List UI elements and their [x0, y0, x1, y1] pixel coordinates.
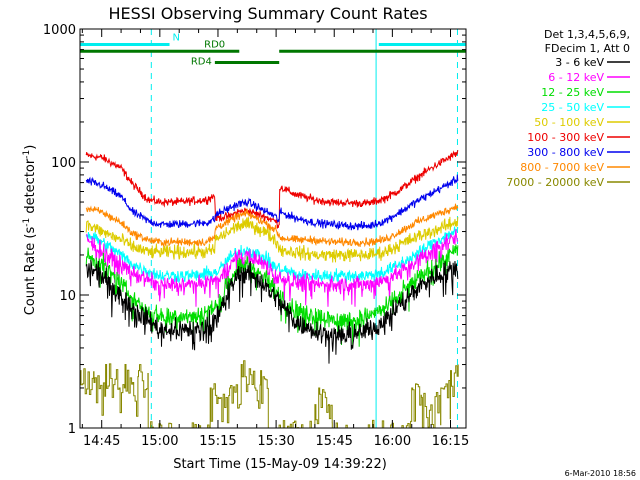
legend-entry-label: 50 - 100 keV: [534, 116, 604, 129]
x-tick-label: 15:15: [199, 434, 236, 449]
legend: Det 1,3,4,5,6,9, FDecim 1, Att 0 3 - 6 k…: [506, 28, 630, 189]
legend-entry-label: 300 - 800 keV: [527, 146, 604, 159]
series-300-800-kev: [85, 174, 459, 231]
series-3-6-kev: [85, 259, 459, 364]
chart-title: HESSI Observing Summary Count Rates: [108, 4, 427, 23]
legend-header-line-1: Det 1,3,4,5,6,9,: [544, 28, 630, 41]
legend-entry-label: 800 - 7000 keV: [520, 161, 604, 174]
series-100-300-kev: [85, 150, 459, 229]
y-tick-label: 1: [68, 422, 76, 437]
x-tick-label: 15:30: [257, 434, 294, 449]
x-axis: 14:45 15:00 15:15 15:30 15:45 16:00 16:15: [81, 29, 469, 449]
x-tick-label: 15:45: [315, 434, 352, 449]
y-axis-label-end: ): [23, 145, 38, 150]
flag-rd4-label: RD4: [191, 56, 212, 67]
legend-header-line-2: FDecim 1, Att 0: [545, 42, 630, 55]
legend-entry-label: 12 - 25 keV: [541, 86, 604, 99]
legend-entry-label: 25 - 50 keV: [541, 101, 604, 114]
x-axis-label: Start Time (15-May-09 14:39:22): [173, 457, 387, 472]
y-axis-label-base: Count Rate (s: [23, 227, 38, 316]
y-axis-label: Count Rate (s-1 detector-1): [22, 145, 38, 316]
x-tick-label: 16:15: [432, 434, 469, 449]
y-tick-label: 10: [59, 289, 76, 304]
y-tick-label: 1000: [43, 23, 76, 38]
y-tick-label: 100: [51, 156, 76, 171]
series-12-25-kev: [85, 244, 459, 347]
series-25-50-kev: [85, 226, 459, 284]
x-tick-label: 15:00: [141, 434, 178, 449]
series-800-7000-kev: [85, 203, 459, 248]
x-tick-label: 14:45: [83, 434, 120, 449]
flag-rd0-label: RD0: [204, 39, 225, 50]
series-50-100-kev: [85, 216, 459, 263]
flag-n-label: N: [173, 32, 180, 43]
y-axis: 1 10 100 1000: [43, 23, 466, 437]
legend-entry-label: 100 - 300 keV: [527, 131, 604, 144]
plot-area: N RD0 RD4: [79, 29, 466, 429]
y-axis-label-mid: detector: [23, 158, 38, 218]
y-axis-label-sup1: -1: [22, 218, 32, 227]
legend-entry-label: 6 - 12 keV: [548, 71, 604, 84]
legend-entry-label: 3 - 6 keV: [555, 56, 604, 69]
plot-frame: [79, 28, 467, 429]
legend-entries: 3 - 6 keV 6 - 12 keV 12 - 25 keV 25 - 50 ke…: [506, 56, 630, 189]
x-tick-label: 16:00: [374, 434, 411, 449]
series-7000-20000-kev: [80, 360, 459, 429]
footer-date: 6-Mar-2010 18:56: [565, 469, 636, 478]
series-6-12-kev: [86, 229, 459, 307]
legend-entry-label: 7000 - 20000 keV: [506, 176, 604, 189]
y-axis-label-sup2: -1: [22, 150, 32, 159]
